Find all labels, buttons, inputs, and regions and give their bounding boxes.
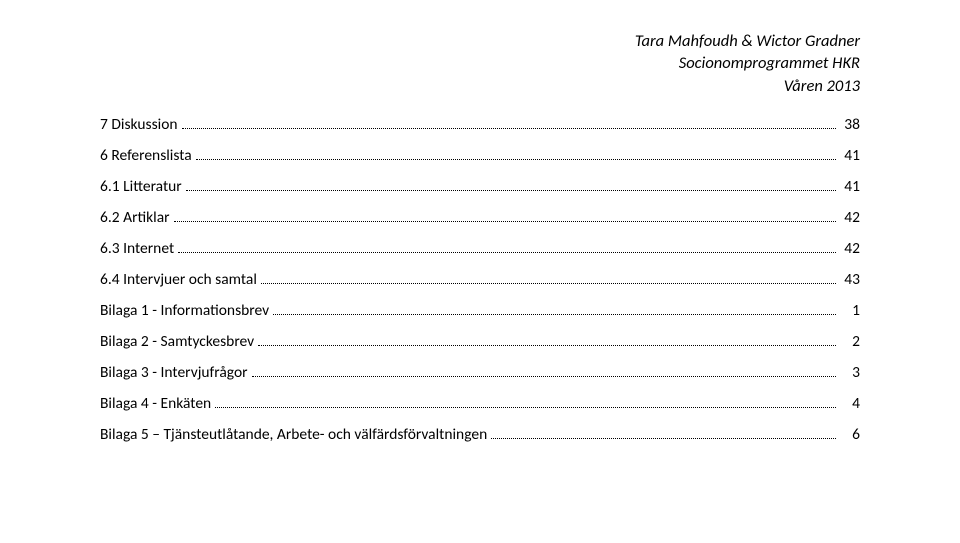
toc-dot-leader bbox=[258, 345, 836, 346]
toc-label: 6 Referenslista bbox=[100, 146, 192, 165]
toc-dot-leader bbox=[186, 190, 836, 191]
toc-page-number: 42 bbox=[840, 208, 860, 227]
toc-entry: 6.2 Artiklar 42 bbox=[100, 208, 860, 227]
toc-page-number: 4 bbox=[840, 394, 860, 413]
toc-label: 6.3 Internet bbox=[100, 239, 174, 258]
toc-page-number: 42 bbox=[840, 239, 860, 258]
header-authors: Tara Mahfoudh & Wictor Gradner bbox=[100, 30, 860, 52]
toc-entry: 6.4 Intervjuer och samtal 43 bbox=[100, 270, 860, 289]
header-term: Våren 2013 bbox=[100, 75, 860, 97]
table-of-contents: 7 Diskussion386 Referenslista416.1 Litte… bbox=[100, 115, 860, 444]
header-program: Socionomprogrammet HKR bbox=[100, 52, 860, 74]
toc-label: Bilaga 1 - Informationsbrev bbox=[100, 301, 269, 320]
toc-dot-leader bbox=[273, 314, 836, 315]
toc-dot-leader bbox=[182, 128, 836, 129]
toc-entry: 6 Referenslista 41 bbox=[100, 146, 860, 165]
toc-page-number: 41 bbox=[840, 146, 860, 165]
toc-entry: Bilaga 3 - Intervjufrågor 3 bbox=[100, 363, 860, 382]
toc-label: 6.2 Artiklar bbox=[100, 208, 170, 227]
toc-dot-leader bbox=[215, 407, 836, 408]
toc-label: Bilaga 4 - Enkäten bbox=[100, 394, 211, 413]
toc-entry: 6.1 Litteratur 41 bbox=[100, 177, 860, 196]
document-header: Tara Mahfoudh & Wictor Gradner Socionomp… bbox=[100, 30, 860, 97]
toc-page-number: 6 bbox=[840, 425, 860, 444]
toc-page-number: 2 bbox=[840, 332, 860, 351]
toc-label: 7 Diskussion bbox=[100, 115, 178, 134]
toc-page-number: 43 bbox=[840, 270, 860, 289]
toc-entry: Bilaga 1 - Informationsbrev 1 bbox=[100, 301, 860, 320]
toc-label: Bilaga 3 - Intervjufrågor bbox=[100, 363, 248, 382]
toc-label: 6.1 Litteratur bbox=[100, 177, 182, 196]
toc-entry: Bilaga 2 - Samtyckesbrev 2 bbox=[100, 332, 860, 351]
toc-page-number: 41 bbox=[840, 177, 860, 196]
toc-page-number: 1 bbox=[840, 301, 860, 320]
toc-page-number: 38 bbox=[840, 115, 860, 134]
toc-label: Bilaga 2 - Samtyckesbrev bbox=[100, 332, 254, 351]
toc-dot-leader bbox=[261, 283, 836, 284]
toc-entry: 6.3 Internet 42 bbox=[100, 239, 860, 258]
toc-dot-leader bbox=[174, 221, 836, 222]
toc-label: 6.4 Intervjuer och samtal bbox=[100, 270, 257, 289]
toc-entry: 7 Diskussion 38 bbox=[100, 115, 860, 134]
toc-dot-leader bbox=[252, 376, 836, 377]
toc-dot-leader bbox=[491, 438, 836, 439]
toc-entry: Bilaga 5 – Tjänsteutlåtande, Arbete- och… bbox=[100, 425, 860, 444]
toc-entry: Bilaga 4 - Enkäten 4 bbox=[100, 394, 860, 413]
toc-label: Bilaga 5 – Tjänsteutlåtande, Arbete- och… bbox=[100, 425, 487, 444]
toc-dot-leader bbox=[178, 252, 836, 253]
toc-dot-leader bbox=[196, 159, 836, 160]
toc-page-number: 3 bbox=[840, 363, 860, 382]
